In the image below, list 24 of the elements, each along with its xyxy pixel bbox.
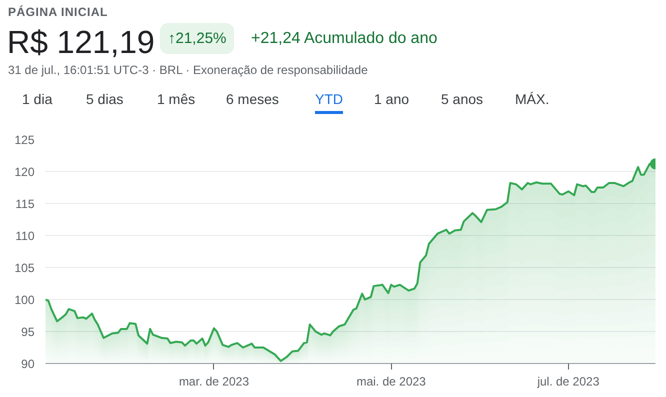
text: MÁX. [515,90,550,109]
text: +21,24 Acumulado do ano [251,29,438,49]
y-tick-label: 100 [14,293,35,307]
chart-subtitle: 31 de jul., 16:01:51 UTC-3 · BRL · Exoneração de responsabilidade [8,62,368,79]
text: ↑21,25% [160,23,234,54]
y-tick-label: 110 [15,229,35,243]
text: YTD [315,89,343,114]
y-tick-label: 105 [14,261,35,275]
y-tick-label: 95 [21,325,35,339]
text: 1 dia [22,90,52,109]
text: 5 dias [86,90,124,109]
y-tick-label: 120 [14,165,35,179]
y-tick-label: 125 [14,133,35,147]
x-tick-label: mar. de 2023 [178,374,250,388]
x-tick-label: mai. de 2023 [356,374,426,388]
text: 5 anos [441,90,484,109]
text: 1 ano [374,90,410,109]
y-tick-label: 115 [15,197,35,211]
y-tick-label: 90 [21,357,35,371]
x-tick-label: jul. de 2023 [536,374,600,388]
text: 6 meses [226,90,279,109]
text: PÁGINA INICIAL [8,4,108,21]
chart-title: R$ 121,19 [7,24,155,60]
text: 1 mês [157,90,196,109]
